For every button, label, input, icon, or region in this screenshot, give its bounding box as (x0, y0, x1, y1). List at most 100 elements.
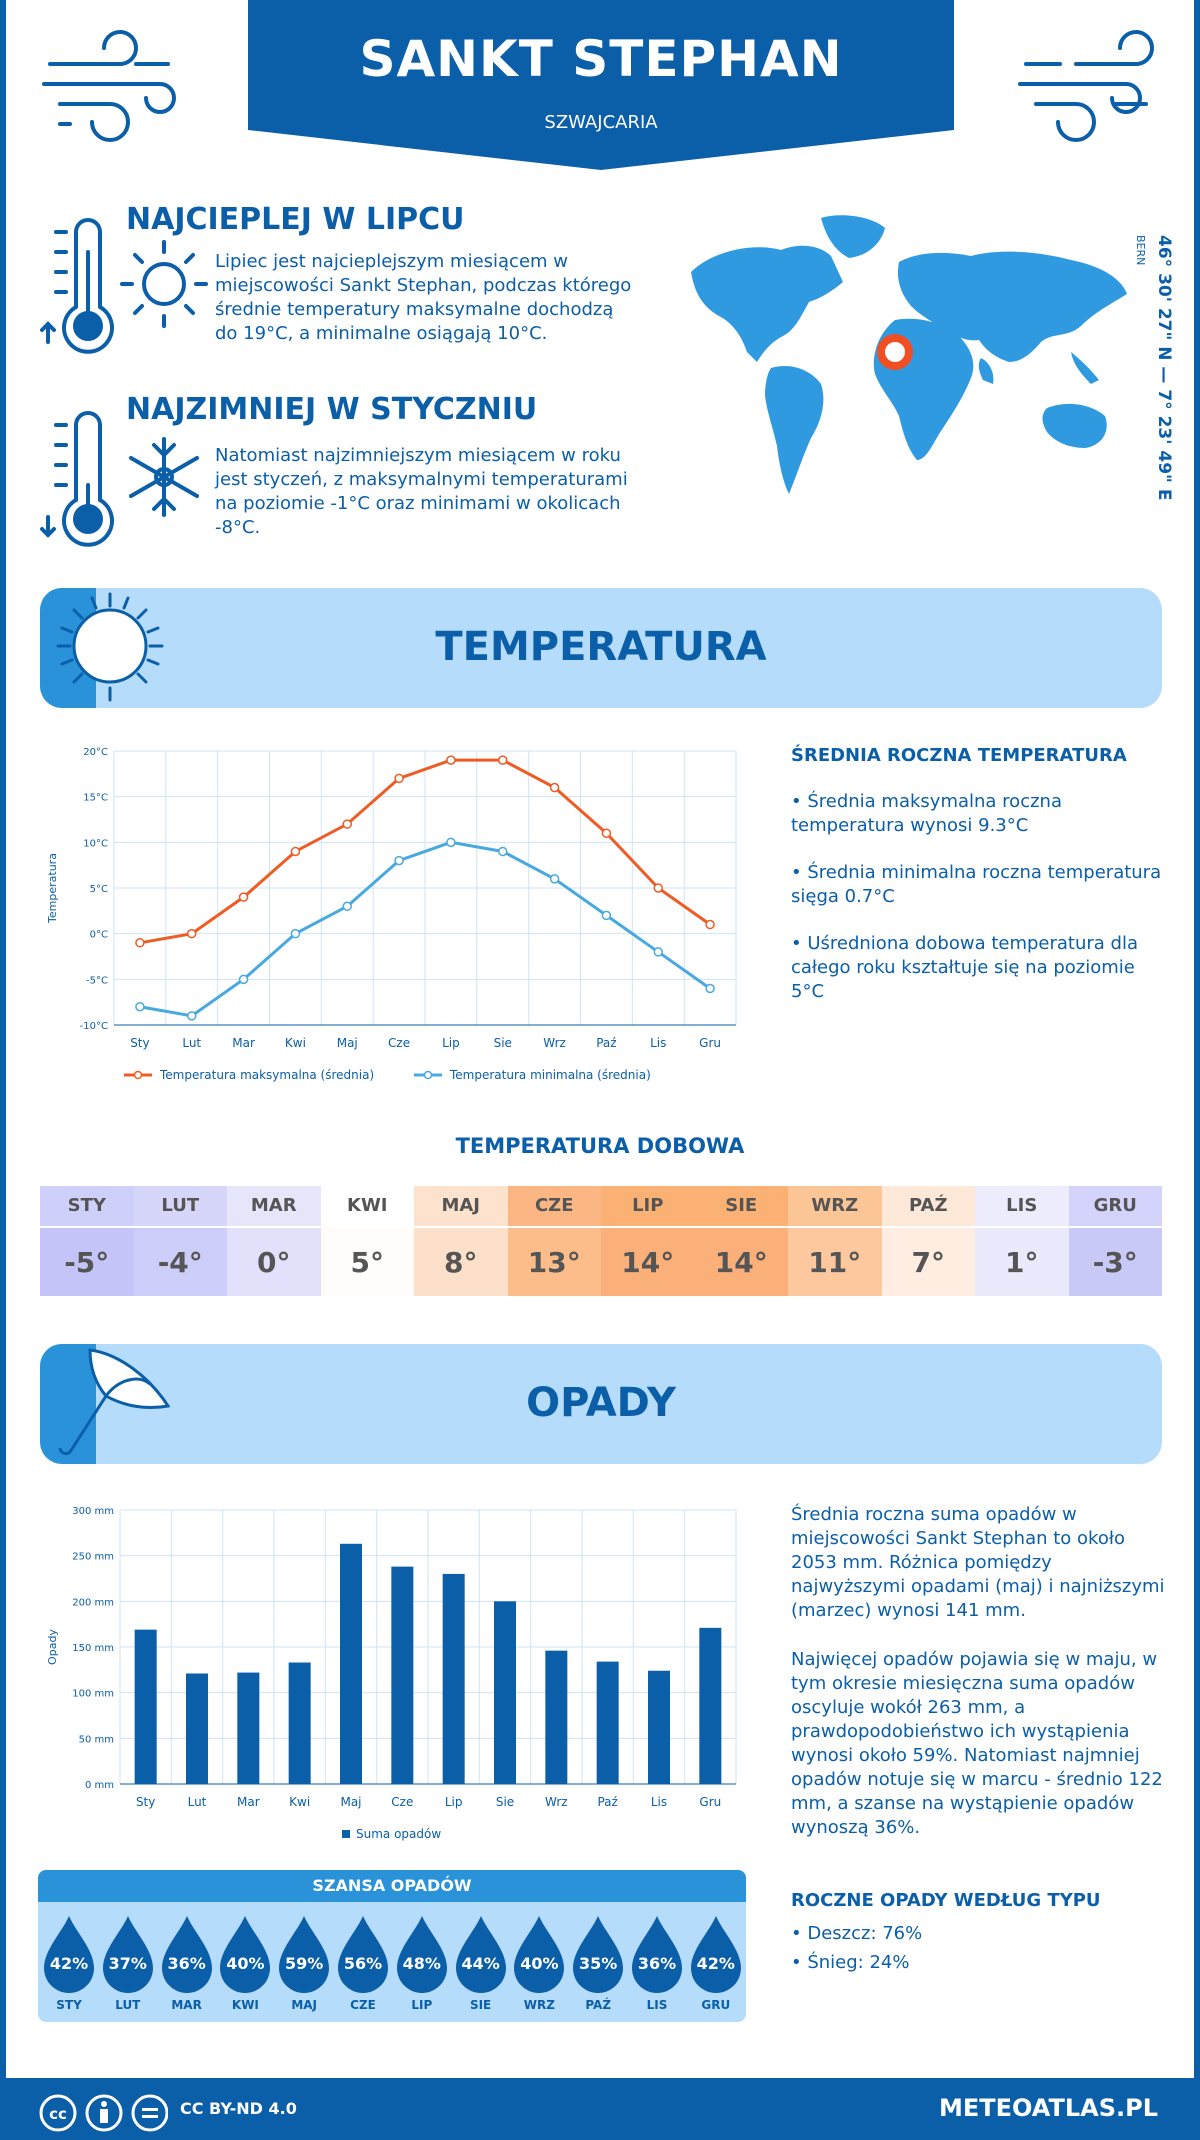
data-point (135, 1001, 145, 1012)
x-tick-label: Sie (494, 1036, 512, 1050)
x-tick-label: Mar (237, 1795, 260, 1809)
precipitation-banner: OPADY (40, 1344, 1162, 1464)
daily-month-label: GRU (1068, 1186, 1162, 1226)
temperature-title: TEMPERATURA (435, 624, 767, 670)
precip-chance-value: 44% (461, 1954, 500, 1973)
x-tick-label: Sty (130, 1036, 149, 1050)
series-line (139, 758, 711, 945)
x-tick-label: Maj (340, 1795, 361, 1809)
bar (237, 1672, 260, 1784)
precip-type-heading: ROCZNE OPADY WEDŁUG TYPU (791, 1890, 1101, 1911)
precip-chance-drop: 59% MAJ (275, 1914, 333, 2014)
temperature-chart: -10°C -5°C 0°C 5°C 10°C 15°C 20°C Sty Lut Mar Kwi M… (46, 747, 737, 1082)
precipitation-chart: 0 mm 50 mm 100 mm 150 mm 200 mm 250 mm 300 mm S… (46, 1506, 737, 1841)
legend-marker (423, 1070, 433, 1080)
x-tick-label: Lis (651, 1795, 667, 1809)
precipitation-title: OPADY (526, 1380, 676, 1426)
data-point (549, 782, 560, 793)
y-tick-label: 250 mm (72, 1552, 114, 1563)
bar (596, 1661, 619, 1784)
data-point (446, 755, 456, 765)
precip-chance-box: SZANSA OPADÓW 42% STY 37% LUT 36% MAR 40% KWI 59… (38, 1870, 746, 2022)
data-point (290, 846, 301, 857)
wind-icon (42, 30, 176, 142)
daily-temp-value: 8° (414, 1226, 508, 1296)
bar (494, 1601, 516, 1784)
snow-share: • Śnieg: 24% (791, 1952, 910, 1973)
world-map (691, 215, 1127, 494)
bar (340, 1543, 362, 1784)
y-tick-label: -10°C (80, 1021, 108, 1032)
thermometer-cold-icon (40, 411, 199, 547)
bar (186, 1673, 208, 1784)
daily-temp-value: -5° (40, 1226, 134, 1296)
daily-month-label: STY (40, 1186, 134, 1226)
data-point (187, 1011, 197, 1021)
daily-temp-value: 5° (320, 1226, 414, 1296)
precip-chance-drop: 56% CZE (334, 1914, 392, 2014)
region-label: BERN (1134, 235, 1147, 266)
x-tick-label: Sty (136, 1795, 155, 1809)
daily-temp-cell: GRU -3° (1068, 1186, 1162, 1296)
warmest-text: Lipiec jest najcieplejszym miesiącem w m… (215, 251, 632, 344)
precip-chance-month: LIS (646, 1998, 668, 2012)
precip-chance-month: KWI (231, 1998, 259, 2012)
x-tick-label: Cze (391, 1795, 413, 1809)
precip-chance-drop: 35% PAŹ (569, 1914, 627, 2014)
annual-avg-text: • Uśredniona dobowa temperatura dla całe… (791, 933, 1139, 1002)
daily-temp-cell: SIE 14° (694, 1186, 788, 1296)
daily-month-label: LUT (133, 1186, 227, 1226)
raindrop-icon (396, 1916, 447, 1993)
y-axis-label: Opady (46, 1629, 59, 1665)
y-tick-label: 50 mm (79, 1734, 114, 1745)
daily-month-label: SIE (694, 1186, 788, 1226)
raindrop-icon (102, 1916, 153, 1993)
daily-month-label: WRZ (788, 1186, 882, 1226)
precip-chance-month: GRU (701, 1998, 731, 2012)
precip-chance-drop: 42% GRU (687, 1914, 745, 2014)
y-tick-label: 5°C (90, 884, 108, 895)
x-tick-label: Kwi (285, 1036, 306, 1050)
precip-chance-month: MAR (171, 1998, 202, 2012)
warmest-heading: NAJCIEPLEJ W LIPCU (126, 202, 465, 237)
data-point (498, 755, 508, 765)
daily-temp-cell: PAŹ 7° (881, 1186, 975, 1296)
annual-temp-heading: ŚREDNIA ROCZNA TEMPERATURA (791, 745, 1127, 766)
bar (391, 1566, 414, 1784)
raindrop-icon (220, 1916, 271, 1993)
data-point (705, 983, 715, 994)
bar (288, 1662, 311, 1784)
daily-temp-value: 7° (881, 1226, 975, 1296)
bar (442, 1573, 465, 1784)
bar (699, 1627, 722, 1784)
daily-temp-cell: LUT -4° (133, 1186, 227, 1296)
bar (545, 1650, 568, 1784)
x-tick-label: Lip (442, 1036, 460, 1050)
svg-text:cc: cc (49, 2105, 67, 2123)
raindrop-icon (44, 1916, 94, 1993)
daily-temp-value: 1° (975, 1226, 1069, 1296)
legend-swatch (342, 1830, 350, 1838)
precip-chance-month: CZE (350, 1998, 376, 2012)
precip-chance-drop: 40% WRZ (510, 1914, 568, 2014)
raindrop-icon (573, 1916, 624, 1993)
precip-chance-value: 48% (402, 1954, 441, 1973)
y-tick-label: 150 mm (72, 1643, 114, 1654)
title-banner: SANKT STEPHAN SZWAJCARIA (248, 0, 954, 170)
x-tick-label: Wrz (543, 1036, 566, 1050)
x-tick-label: Lip (445, 1795, 463, 1809)
precip-paragraph-1: Średnia roczna suma opadów w miejscowośc… (791, 1504, 1165, 1621)
data-point (601, 910, 612, 921)
precip-chance-value: 36% (637, 1954, 677, 1973)
temperature-banner: TEMPERATURA (40, 588, 1162, 708)
site-link[interactable]: METEOATLAS.PL (938, 2094, 1158, 2122)
raindrop-icon (279, 1916, 330, 1993)
precip-chance-month: LIP (411, 1998, 433, 2012)
data-point (342, 819, 352, 829)
y-tick-label: 15°C (83, 793, 108, 804)
page-subtitle: SZWAJCARIA (544, 112, 658, 133)
precip-chance-month: SIE (469, 1998, 492, 2012)
x-tick-label: Paź (596, 1036, 616, 1050)
precip-chance-drop: 48% LIP (393, 1914, 451, 2014)
x-tick-label: Gru (699, 1036, 721, 1050)
